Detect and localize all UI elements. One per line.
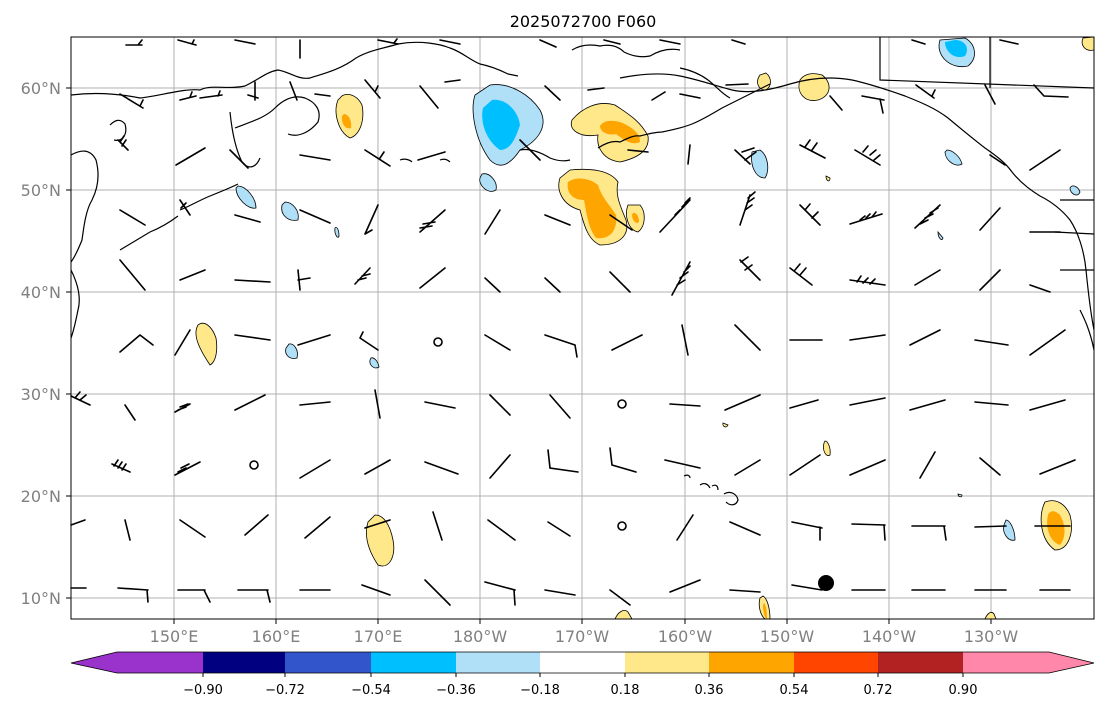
lat-label-60n: 60°N (21, 79, 61, 98)
colorbar-label: 0.36 (695, 683, 724, 698)
axis-ticks (66, 87, 992, 624)
wind-barbs (70, 38, 1076, 606)
colorbar-label: 0.54 (780, 683, 809, 698)
colorbar-segment (540, 652, 625, 673)
colorbar-segment (71, 652, 203, 673)
lat-label-30n: 30°N (21, 385, 61, 404)
colorbar-segment (456, 652, 540, 673)
colorbar-outline (70, 651, 1095, 674)
calm-wind-circles (249, 337, 627, 531)
lat-label-40n: 40°N (21, 283, 61, 302)
colorbar-label: −0.36 (436, 683, 476, 698)
coastlines (70, 37, 1095, 506)
colorbar-label: −0.72 (265, 683, 305, 698)
colorbar-segment (203, 652, 285, 673)
colorbar-label: 0.90 (949, 683, 978, 698)
colorbar-segment (963, 652, 1094, 673)
lat-label-10n: 10°N (21, 589, 61, 608)
colorbar-segment (794, 652, 878, 673)
colorbar-label: −0.18 (520, 683, 560, 698)
colorbar-segment (625, 652, 709, 673)
colorbar-segment (878, 652, 963, 673)
colorbar-label: 0.18 (611, 683, 640, 698)
lon-label-150w: 150°W (760, 627, 815, 646)
lon-label-160e: 160°E (252, 627, 301, 646)
colorbar-label: 0.72 (864, 683, 893, 698)
colorbar-segment (709, 652, 794, 673)
lat-label-20n: 20°N (21, 487, 61, 506)
lon-label-180w: 180°W (453, 627, 508, 646)
lon-label-130w: 130°W (964, 627, 1019, 646)
colorbar-label: −0.90 (183, 683, 223, 698)
lon-label-170e: 170°E (354, 627, 403, 646)
lon-label-160w: 160°W (658, 627, 713, 646)
colorbar-segment (371, 652, 456, 673)
colorbar-segment (285, 652, 371, 673)
colorbar: −0.90 −0.72 −0.54 −0.36 −0.18 0.18 0.36 … (70, 651, 1095, 698)
shaded-regions (195, 36, 1095, 620)
black-dot-marker (818, 575, 834, 591)
map-title: 2025072700 F060 (510, 12, 657, 31)
lon-label-170w: 170°W (555, 627, 610, 646)
colorbar-label: −0.54 (351, 683, 391, 698)
lat-label-50n: 50°N (21, 181, 61, 200)
lon-label-140w: 140°W (862, 627, 917, 646)
lon-label-150e: 150°E (150, 627, 199, 646)
